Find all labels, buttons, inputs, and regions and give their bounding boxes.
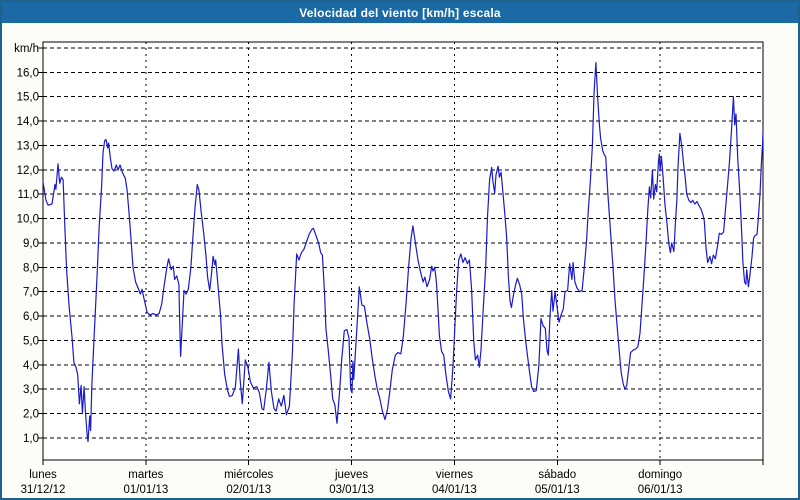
x-day-label: jueves bbox=[334, 469, 368, 481]
x-day-label: sábado bbox=[538, 469, 576, 481]
x-date-label: 01/01/13 bbox=[123, 484, 168, 496]
y-tick-label: 16,0 bbox=[17, 67, 39, 79]
window-title: Velocidad del viento [km/h] escala bbox=[299, 5, 501, 20]
x-date-label: 04/01/13 bbox=[432, 484, 477, 496]
x-day-label: domingo bbox=[638, 469, 682, 481]
y-tick-label: 1,0 bbox=[23, 433, 39, 445]
y-tick-label: 12,0 bbox=[17, 165, 39, 177]
x-date-label: 06/01/13 bbox=[638, 484, 683, 496]
y-tick-label: 9,0 bbox=[23, 238, 39, 250]
y-tick-label: 3,0 bbox=[23, 384, 39, 396]
y-tick-label: 11,0 bbox=[17, 189, 39, 201]
y-tick-label: 4,0 bbox=[23, 360, 39, 372]
x-date-label: 05/01/13 bbox=[535, 484, 580, 496]
y-tick-label: 6,0 bbox=[23, 311, 39, 323]
wind-speed-line bbox=[42, 61, 764, 443]
plot-area bbox=[42, 41, 764, 461]
y-tick-label: 15,0 bbox=[17, 92, 39, 104]
x-date-label: 31/12/12 bbox=[21, 484, 66, 496]
x-day-label: miércoles bbox=[224, 469, 273, 481]
y-tick-label: 5,0 bbox=[23, 335, 39, 347]
y-tick-label: 10,0 bbox=[17, 214, 39, 226]
x-date-label: 02/01/13 bbox=[226, 484, 271, 496]
y-axis-unit-label: km/h bbox=[14, 43, 39, 55]
x-day-label: viernes bbox=[436, 469, 473, 481]
y-tick-label: 2,0 bbox=[23, 409, 39, 421]
x-date-label: 03/01/13 bbox=[329, 484, 374, 496]
x-day-label: martes bbox=[128, 469, 163, 481]
y-tick-label: 14,0 bbox=[17, 116, 39, 128]
y-tick-label: 8,0 bbox=[23, 262, 39, 274]
y-tick-label: 13,0 bbox=[17, 140, 39, 152]
title-bar: Velocidad del viento [km/h] escala bbox=[2, 2, 798, 23]
x-day-label: lunes bbox=[29, 469, 57, 481]
y-tick-label: 7,0 bbox=[23, 287, 39, 299]
